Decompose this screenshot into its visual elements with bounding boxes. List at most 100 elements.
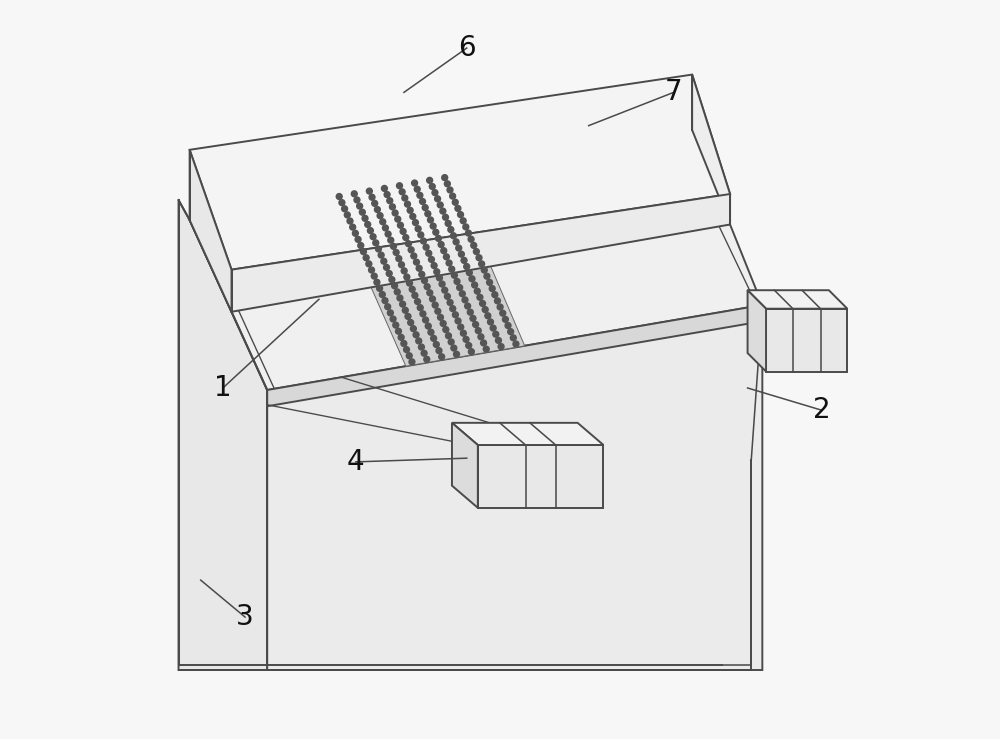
Circle shape [443,254,449,260]
Circle shape [374,207,380,213]
Circle shape [489,285,495,291]
Circle shape [366,261,372,267]
Circle shape [488,319,493,325]
Circle shape [377,285,383,291]
Circle shape [444,181,450,187]
Circle shape [373,240,379,246]
Circle shape [458,251,464,257]
Circle shape [405,313,411,319]
Circle shape [490,325,496,331]
Circle shape [466,270,472,276]
Circle shape [443,327,449,333]
Polygon shape [748,290,847,309]
Circle shape [386,270,392,276]
Circle shape [406,353,412,358]
Circle shape [435,236,441,242]
Circle shape [508,329,514,335]
Circle shape [401,268,407,274]
Circle shape [466,343,472,349]
Circle shape [347,218,353,224]
Circle shape [392,283,398,289]
Circle shape [414,186,420,192]
Circle shape [378,252,384,258]
Circle shape [394,289,400,295]
Circle shape [424,356,430,362]
Circle shape [433,341,439,347]
Circle shape [381,259,387,265]
Circle shape [425,211,431,217]
Circle shape [451,345,457,351]
Circle shape [339,200,345,205]
Circle shape [407,208,413,214]
Circle shape [487,279,493,285]
Circle shape [423,244,429,250]
Polygon shape [452,423,478,508]
Circle shape [439,354,445,360]
Circle shape [419,271,425,277]
Circle shape [392,210,398,216]
Text: 1: 1 [214,374,232,402]
Circle shape [416,338,422,344]
Circle shape [440,208,446,214]
Circle shape [390,316,396,322]
Circle shape [463,224,469,230]
Circle shape [412,293,418,299]
Circle shape [446,260,452,266]
Circle shape [497,304,503,310]
Polygon shape [190,130,762,390]
Circle shape [418,232,424,238]
Circle shape [402,307,408,313]
Circle shape [453,239,459,245]
Circle shape [350,224,356,230]
Circle shape [389,276,395,282]
Circle shape [398,335,404,341]
Circle shape [424,284,430,290]
Circle shape [472,282,478,288]
Polygon shape [190,75,730,270]
Circle shape [452,200,458,205]
Circle shape [408,247,414,253]
Circle shape [399,189,405,195]
Circle shape [372,200,378,206]
Circle shape [396,328,401,334]
Circle shape [362,215,368,221]
Circle shape [399,262,404,268]
Circle shape [384,265,389,270]
Circle shape [505,322,511,328]
Circle shape [455,205,461,211]
Circle shape [379,292,385,298]
Circle shape [428,217,433,223]
Circle shape [437,202,443,208]
Circle shape [384,191,390,197]
Polygon shape [766,309,847,372]
Circle shape [360,248,366,254]
Circle shape [387,198,393,204]
Circle shape [417,304,423,310]
Circle shape [459,290,465,296]
Circle shape [469,276,475,282]
Circle shape [461,257,467,263]
Polygon shape [330,173,525,367]
Polygon shape [692,75,730,225]
Circle shape [371,273,377,279]
Circle shape [374,279,380,285]
Circle shape [440,321,446,327]
Circle shape [485,313,491,319]
Circle shape [429,183,435,189]
Circle shape [513,341,519,347]
Circle shape [417,192,423,198]
Circle shape [436,275,442,281]
Circle shape [413,219,418,225]
Circle shape [415,299,421,304]
Circle shape [410,214,416,219]
Circle shape [449,266,455,272]
Circle shape [477,294,483,300]
Text: 3: 3 [236,603,254,631]
Polygon shape [478,445,603,508]
Circle shape [474,288,480,294]
Circle shape [443,214,448,220]
Circle shape [412,180,418,186]
Circle shape [427,177,433,183]
Circle shape [454,351,459,357]
Circle shape [433,229,439,235]
